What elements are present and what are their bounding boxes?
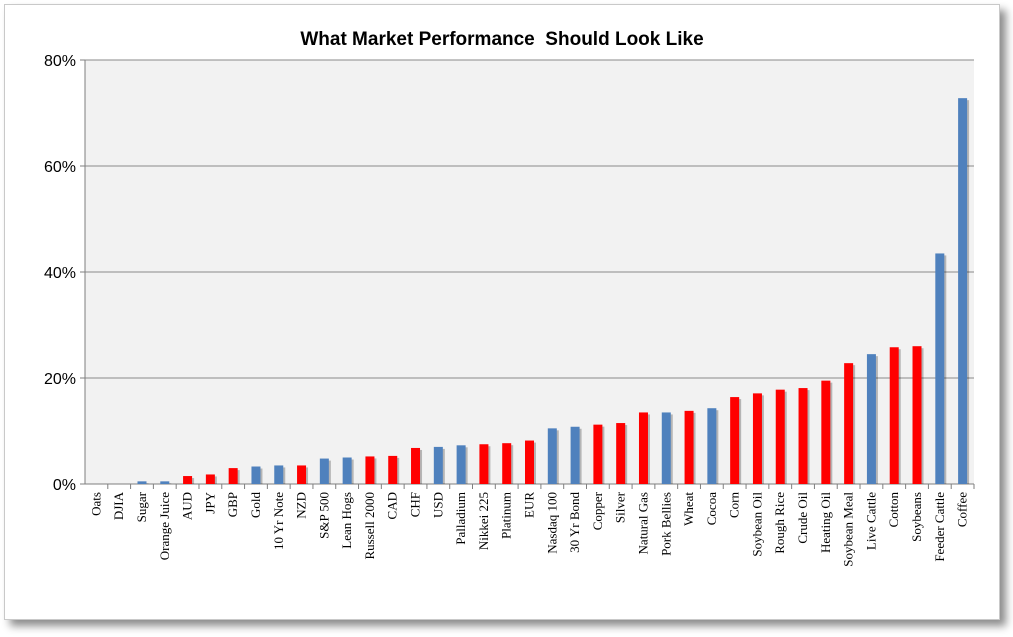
x-tick-label: Crude Oil (795, 492, 810, 544)
x-tick-label: Sugar (134, 491, 149, 522)
x-tick-label: Coffee (955, 492, 970, 527)
x-tick-label: Natural Gas (635, 492, 650, 554)
bar (251, 466, 261, 484)
x-tick-label: Gold (248, 492, 263, 519)
x-tick-label: Copper (590, 491, 605, 530)
x-tick-label: Soybeans (909, 492, 924, 542)
bar (456, 445, 466, 484)
bar (684, 410, 694, 484)
x-tick-label: 30 Yr Bond (567, 492, 582, 553)
bar (479, 444, 489, 484)
bar (160, 481, 170, 484)
x-tick-label: Soybean Meal (841, 492, 856, 567)
bar (297, 465, 307, 484)
bar (137, 481, 147, 484)
x-tick-label: DJIA (111, 491, 126, 520)
x-tick-label: USD (430, 492, 445, 518)
x-tick-label: Cocoa (704, 492, 719, 525)
y-tick-label: 20% (44, 371, 76, 388)
bar (411, 447, 421, 484)
bar (183, 476, 193, 484)
x-tick-label: Platinum (499, 492, 514, 539)
bar (319, 458, 329, 484)
y-tick-label: 40% (44, 265, 76, 282)
bar (844, 363, 854, 484)
x-tick-label: Heating Oil (818, 492, 833, 553)
x-tick-label: AUD (180, 492, 195, 520)
bar (798, 388, 808, 484)
y-tick-label: 0% (53, 477, 76, 494)
x-tick-label: Silver (613, 491, 628, 523)
bar (502, 443, 512, 484)
x-tick-label: Soybean Oil (749, 492, 764, 557)
bar (547, 428, 557, 484)
x-tick-label: S&P 500 (316, 492, 331, 539)
bar (205, 474, 215, 484)
x-tick-label: Oats (88, 492, 103, 516)
bar (821, 380, 831, 484)
bar (525, 440, 534, 484)
bar (388, 455, 398, 484)
bar (958, 98, 968, 484)
bar-chart: 0% 20% 40% 60% 80% Oats DJIA Sugar Orange Juice A… (44, 53, 975, 567)
x-tick-label: Palladium (453, 492, 468, 545)
bar (912, 346, 922, 484)
x-tick-label: Pork Bellies (658, 492, 673, 556)
bar (752, 393, 762, 484)
chart-title: What Market Performance Should Look Like (300, 29, 704, 50)
bar (889, 347, 899, 484)
x-tick-label: Orange Juice (157, 492, 172, 560)
x-tick-label: Nikkei 225 (476, 492, 491, 550)
bar (616, 423, 626, 484)
x-tick-label: JPY (202, 491, 217, 513)
bar (638, 412, 648, 484)
x-tick-label: NZD (294, 492, 309, 519)
bar (661, 412, 671, 484)
x-tick-label: EUR (522, 492, 537, 518)
bar (274, 465, 284, 484)
bar (365, 456, 375, 484)
bar (707, 408, 717, 484)
bar (935, 253, 945, 484)
x-tick-label: Rough Rice (772, 492, 787, 554)
chart-frame: What Market Performance Should Look Like… (4, 4, 1000, 620)
bar (775, 389, 785, 484)
y-tick-label: 80% (44, 53, 76, 70)
bar (730, 397, 740, 484)
y-tick-label: 60% (44, 159, 76, 176)
x-tick-label: Feeder Cattle (932, 492, 947, 562)
bar (342, 457, 352, 484)
x-tick-label: 10 Yr Note (271, 492, 286, 550)
bar (593, 424, 603, 484)
x-tick-label: GBP (225, 492, 240, 517)
x-tick-label: Russell 2000 (362, 492, 377, 560)
x-tick-label: Lean Hogs (339, 492, 354, 549)
x-tick-label: Cotton (886, 492, 901, 528)
bar (228, 468, 238, 484)
bar (433, 446, 443, 484)
bar (866, 354, 876, 484)
x-tick-label: Corn (727, 492, 742, 519)
x-tick-label: CHF (408, 492, 423, 517)
x-tick-label: Nasdaq 100 (544, 492, 559, 554)
bar (570, 426, 580, 484)
x-tick-label: Live Cattle (863, 492, 878, 550)
x-tick-label: Wheat (681, 492, 696, 526)
x-tick-label: CAD (385, 492, 400, 519)
